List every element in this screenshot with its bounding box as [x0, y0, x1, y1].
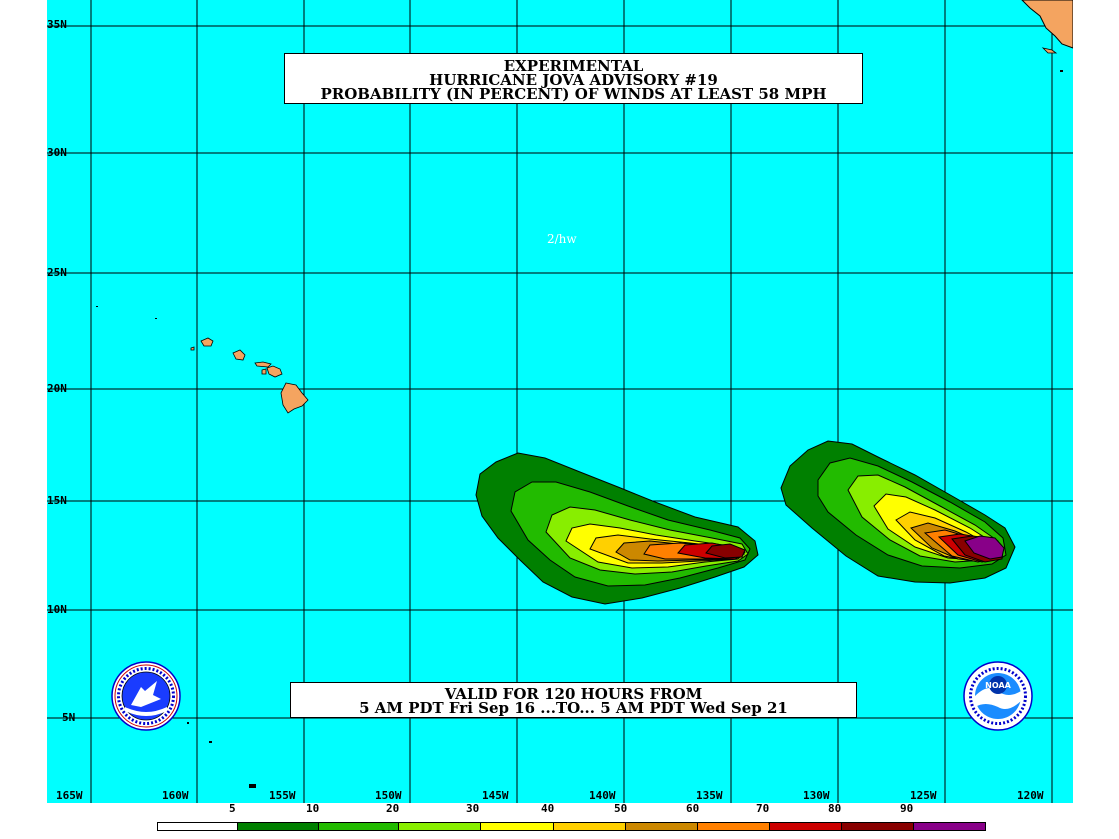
valid-line-1: VALID FOR 120 HOURS FROM [444, 685, 703, 703]
legend-swatch-8 [769, 822, 842, 831]
analyst-credit: 2/hw [547, 232, 577, 246]
title-box: EXPERIMENTAL HURRICANE JOVA ADVISORY #19… [284, 53, 863, 104]
noaa-logo-text: NOAA [985, 681, 1011, 690]
valid-time-box: VALID FOR 120 HOURS FROM 5 AM PDT Fri Se… [290, 682, 857, 718]
lon-label-150w: 150W [375, 789, 402, 802]
legend-swatch-6 [625, 822, 698, 831]
legend-swatch-4 [480, 822, 554, 831]
legend-swatch-0 [157, 822, 238, 831]
baja-island [1041, 47, 1058, 54]
contour-west-80 [705, 543, 746, 559]
lat-label-25n: 25N [47, 266, 67, 279]
legend-swatch-3 [398, 822, 481, 831]
legend-label-70: 70 [756, 802, 770, 815]
lon-label-140w: 140W [589, 789, 616, 802]
title-line-1: EXPERIMENTAL [503, 57, 644, 75]
island-niihau [190, 346, 195, 351]
title-line-3: PROBABILITY (IN PERCENT) OF WINDS AT LEA… [320, 85, 827, 103]
contour-east-90 [964, 535, 1005, 560]
legend-label-50: 50 [614, 802, 628, 815]
lon-label-160w: 160W [162, 789, 189, 802]
hawaiian-islands [190, 337, 309, 414]
lon-label-125w: 125W [910, 789, 937, 802]
island-hawaii [280, 382, 309, 414]
right-margin [1073, 0, 1119, 839]
lat-label-30n: 30N [47, 146, 67, 159]
probability-swath-east [780, 440, 1016, 584]
legend-swatch-7 [697, 822, 770, 831]
small-islets [96, 306, 256, 788]
legend-swatch-9 [841, 822, 914, 831]
legend-swatch-1 [237, 822, 319, 831]
ocean [47, 0, 1073, 803]
valid-line-2: 5 AM PDT Fri Sep 16 ...TO... 5 AM PDT We… [359, 699, 788, 717]
islet [1060, 70, 1063, 72]
probability-swath-west [475, 452, 759, 605]
left-margin [0, 0, 47, 839]
title-line-2: HURRICANE JOVA ADVISORY #19 [429, 71, 718, 89]
legend-label-20: 20 [386, 802, 400, 815]
island-kauai [200, 337, 214, 347]
lon-label-165w: 165W [56, 789, 83, 802]
island-molokai [254, 361, 272, 368]
legend-swatch-2 [318, 822, 399, 831]
legend-label-80: 80 [828, 802, 842, 815]
legend-swatch-10 [913, 822, 986, 831]
lon-label-145w: 145W [482, 789, 509, 802]
lon-label-130w: 130W [803, 789, 830, 802]
lat-label-20n: 20N [47, 382, 67, 395]
lon-label-135w: 135W [696, 789, 723, 802]
legend-label-90: 90 [900, 802, 914, 815]
legend-swatch-5 [553, 822, 626, 831]
lon-label-120w: 120W [1017, 789, 1044, 802]
island-maui [266, 365, 283, 378]
legend-label-60: 60 [686, 802, 700, 815]
legend-label-10: 10 [306, 802, 320, 815]
national-weather-service-logo [111, 661, 181, 731]
lat-label-10n: 10N [47, 603, 67, 616]
legend-label-40: 40 [541, 802, 555, 815]
lat-label-15n: 15N [47, 494, 67, 507]
legend-label-5: 5 [229, 802, 236, 815]
bottom-margin [0, 803, 1119, 839]
island-oahu [232, 349, 246, 361]
legend-label-30: 30 [466, 802, 480, 815]
lat-label-35n: 35N [47, 18, 67, 31]
noaa-logo: NOAA [963, 661, 1033, 731]
lat-label-5n: 5N [62, 711, 76, 724]
island-lanai [261, 368, 267, 375]
lon-label-155w: 155W [269, 789, 296, 802]
